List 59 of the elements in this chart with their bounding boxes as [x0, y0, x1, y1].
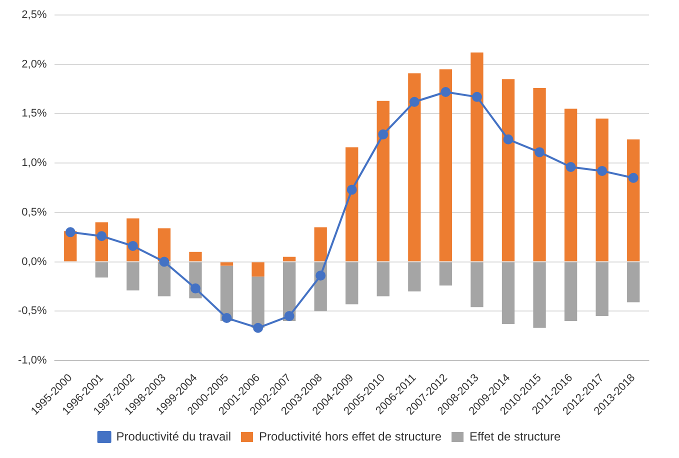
bar [346, 147, 358, 262]
point [534, 147, 545, 158]
y-tick-label: 1,0% [22, 157, 47, 170]
bar [439, 262, 452, 286]
point [566, 162, 576, 172]
y-tick-label: 2,0% [22, 58, 47, 70]
legend-label: Effet de structure [470, 429, 562, 444]
point [409, 96, 420, 107]
legend-label: Productivité du travail [116, 429, 232, 444]
bar [95, 262, 108, 278]
bar [533, 262, 546, 328]
bar [533, 88, 546, 262]
y-tick-label: -0,5% [18, 305, 47, 318]
point [628, 172, 638, 183]
point [284, 311, 294, 322]
bar [627, 262, 640, 302]
bar [189, 252, 202, 262]
point [346, 184, 357, 195]
bar [158, 228, 171, 262]
bar [252, 276, 264, 328]
y-tick-label: 0,5% [22, 206, 47, 218]
bar [627, 139, 640, 262]
y-tick-label: 1,5% [22, 108, 47, 120]
point [128, 240, 138, 251]
point [159, 256, 170, 267]
bar [502, 262, 515, 324]
bar [596, 118, 608, 262]
point [96, 231, 107, 242]
bar [408, 73, 421, 262]
bar [252, 262, 264, 277]
bar [439, 69, 452, 262]
point [597, 166, 608, 176]
legend-label: Productivité hors effet de structure [259, 429, 442, 444]
bar [376, 262, 390, 296]
y-tick-label: 0,0% [22, 256, 47, 268]
bar [346, 262, 358, 304]
bar [470, 52, 484, 262]
point [190, 283, 200, 294]
bar [282, 256, 296, 262]
point [222, 313, 232, 324]
y-tick-label: -1,0% [18, 354, 47, 366]
point [472, 92, 482, 102]
point [316, 270, 326, 281]
point [378, 129, 388, 140]
bar [596, 262, 608, 316]
point [65, 227, 76, 238]
bar [502, 79, 515, 262]
bar [158, 262, 171, 296]
bar [126, 262, 140, 290]
bar [470, 262, 484, 308]
point [503, 134, 514, 144]
point [440, 86, 451, 97]
bar [376, 100, 390, 262]
bar [564, 108, 578, 262]
bar [314, 227, 327, 262]
y-tick-label: 2,5% [22, 9, 47, 22]
bar [408, 262, 421, 292]
point [253, 322, 264, 333]
bar [564, 262, 578, 321]
